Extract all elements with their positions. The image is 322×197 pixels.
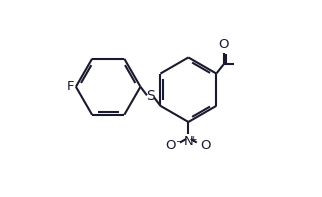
Text: O: O (219, 38, 229, 51)
Text: S: S (146, 89, 155, 103)
Text: F: F (66, 80, 74, 93)
Text: N: N (184, 135, 193, 148)
Text: +: + (189, 135, 196, 144)
Text: O: O (166, 139, 176, 152)
Text: O: O (201, 139, 211, 152)
Text: −: − (175, 137, 182, 145)
